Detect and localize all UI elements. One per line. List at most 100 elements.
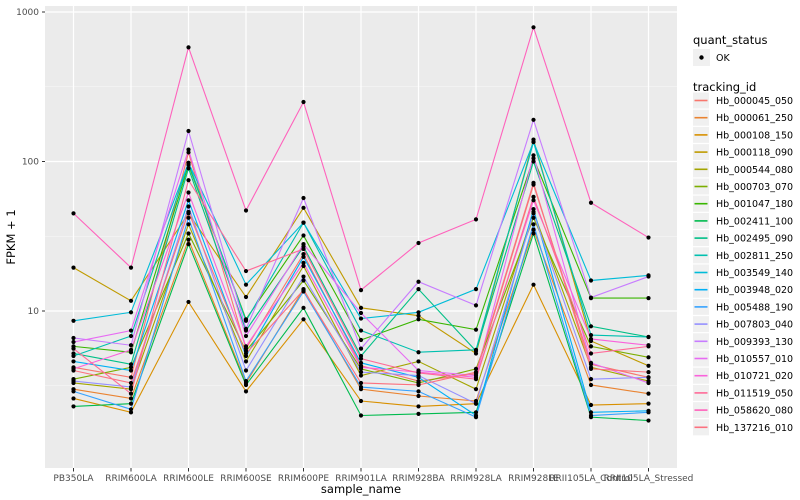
legend-item-label: Hb_000544_080 [716,165,793,176]
data-point [243,333,249,339]
data-point [531,231,536,236]
data-point [301,260,306,265]
data-point [416,287,421,292]
data-point [473,387,479,392]
legend-quant-status-title: quant_status [693,33,768,47]
data-point [531,153,536,158]
data-point [416,240,421,246]
data-point [301,195,306,201]
data-point [473,377,479,382]
data-point [301,99,306,105]
data-point [473,410,479,415]
data-point [473,401,479,406]
x-tick-label: RRIM600LA [105,474,157,484]
data-point [416,279,421,284]
legend-item-label: Hb_058620_080 [716,406,793,417]
data-point [243,268,249,274]
data-point [531,227,536,232]
data-point [301,263,306,269]
data-point [128,384,134,390]
data-point [358,356,364,361]
data-point [588,410,594,415]
data-point [128,396,134,401]
data-point [646,410,651,415]
data-point [646,355,651,360]
data-point [128,343,134,348]
x-tick-label: RRIM928LA [450,474,502,484]
data-point [71,368,76,373]
data-point [301,233,306,238]
data-point [186,204,191,209]
data-point [71,353,76,359]
data-point [646,391,651,396]
data-point [358,316,364,321]
data-point [646,274,651,279]
data-point [128,410,134,415]
data-point [243,344,249,349]
data-point [243,282,249,287]
data-point [531,117,536,122]
legend-item-label: Hb_009393_130 [716,337,793,348]
data-point [588,360,594,365]
legend-item-label: Hb_137216_010 [716,423,793,434]
data-point [473,366,479,371]
data-point [358,384,364,390]
data-point [71,346,76,351]
legend-item-label: Hb_000045_050 [716,96,793,107]
data-point [186,198,191,203]
data-point [588,332,594,338]
data-point [243,351,249,356]
data-point [646,380,651,386]
data-point [588,377,594,382]
data-point [71,318,76,323]
data-point [186,237,191,242]
data-point [358,346,364,351]
data-point [588,382,594,388]
data-point [416,317,421,322]
data-point [416,382,421,388]
data-point [128,407,134,412]
data-point [243,368,249,373]
data-point [646,375,651,380]
data-point [531,222,536,227]
legend-item-label: Hb_000108_150 [716,130,793,141]
data-point [416,313,421,318]
legend-item-label: Hb_002811_250 [716,251,793,262]
data-point [186,215,191,220]
data-point [243,359,249,364]
data-point [186,45,191,50]
data-point [128,310,134,315]
data-point [186,147,191,152]
data-point [646,370,651,375]
x-tick-label: RRII105LA_Stressed [604,474,694,484]
data-point [71,389,76,394]
data-point [358,398,364,404]
data-point [588,295,594,300]
data-point [588,413,594,418]
data-point [301,317,306,322]
data-point [473,415,479,420]
data-point [243,389,249,394]
x-tick-label: RRIM901LA [335,474,387,484]
legend-item-label: Hb_011519_050 [716,388,793,399]
data-point [531,25,536,30]
data-point [243,208,249,213]
data-point [71,335,76,341]
data-point [301,220,306,225]
data-point [646,401,651,406]
data-point [186,209,191,215]
data-point [128,298,134,303]
data-point [186,178,191,183]
data-point [588,402,594,408]
data-point [473,287,479,292]
data-point [646,344,651,349]
data-point [358,287,364,293]
data-point [416,370,421,376]
data-point [473,347,479,352]
legend-item-label: Hb_002495_090 [716,234,793,245]
data-point [416,310,421,315]
legend-item-label: Hb_003549_140 [716,268,793,279]
data-point [531,156,536,161]
data-point [358,373,364,378]
data-point [531,211,536,216]
